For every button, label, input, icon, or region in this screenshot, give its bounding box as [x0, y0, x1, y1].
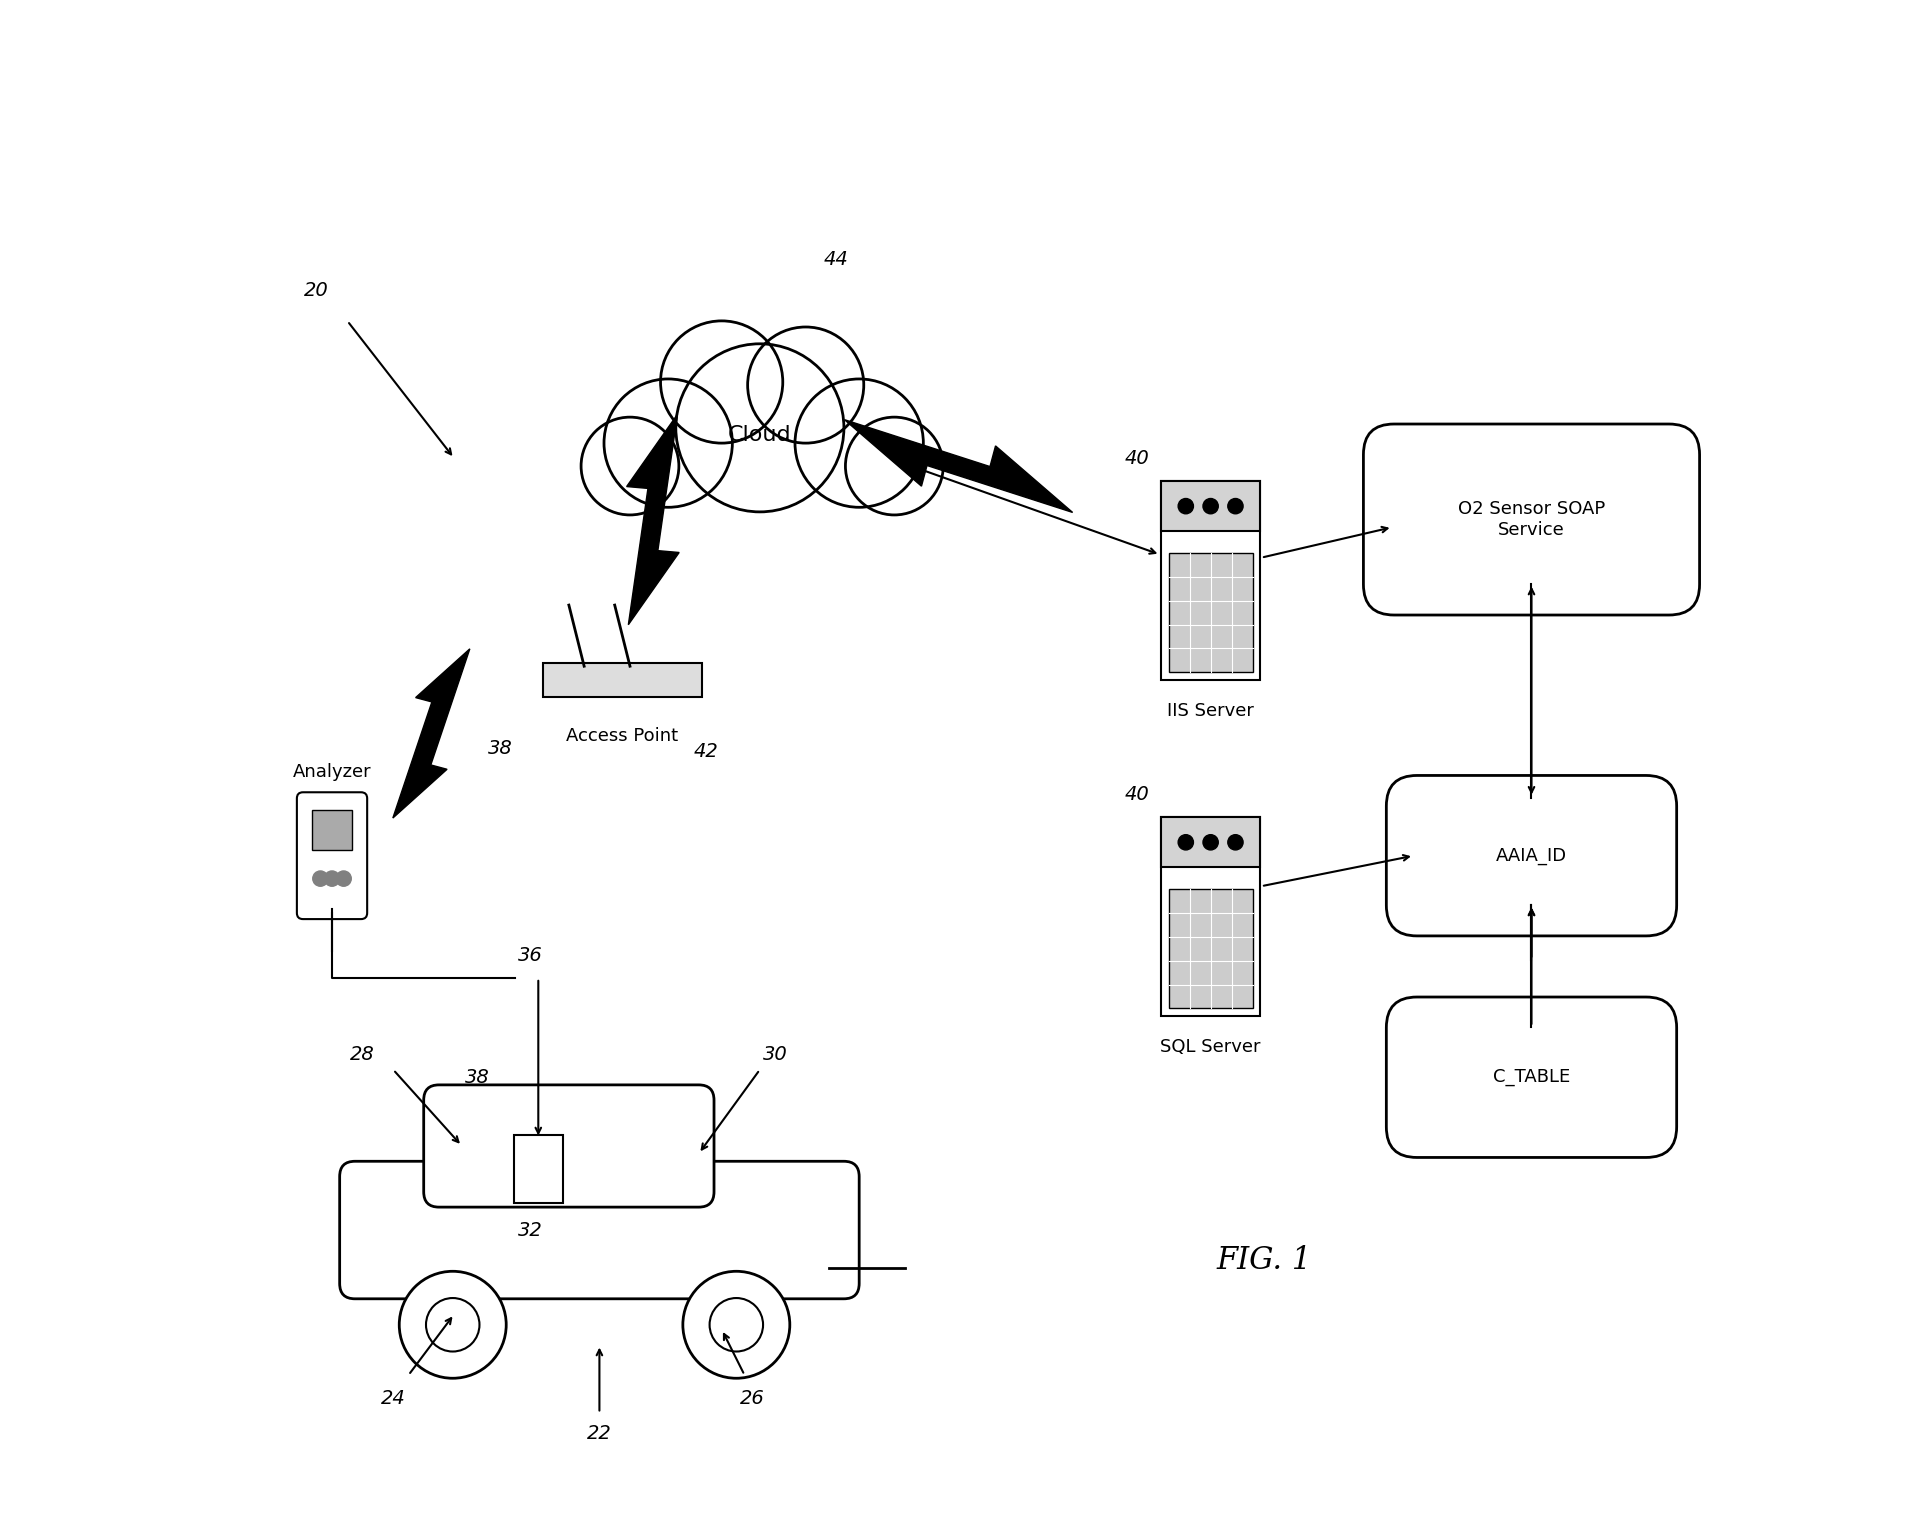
Text: 24: 24 — [381, 1389, 406, 1407]
Text: 28: 28 — [351, 1045, 376, 1063]
Text: 42: 42 — [694, 743, 719, 761]
FancyBboxPatch shape — [1162, 817, 1259, 1016]
Polygon shape — [843, 420, 1074, 512]
FancyBboxPatch shape — [339, 1161, 859, 1299]
Text: 36: 36 — [518, 946, 543, 964]
FancyBboxPatch shape — [1162, 481, 1259, 680]
FancyBboxPatch shape — [1169, 889, 1252, 1008]
Text: Cloud: Cloud — [728, 425, 792, 446]
Circle shape — [661, 321, 782, 443]
Circle shape — [604, 379, 732, 507]
Circle shape — [1204, 834, 1219, 850]
Text: 26: 26 — [740, 1389, 765, 1407]
FancyBboxPatch shape — [424, 1085, 713, 1207]
Circle shape — [426, 1299, 479, 1352]
Text: FIG. 1: FIG. 1 — [1217, 1245, 1311, 1276]
Circle shape — [748, 327, 865, 443]
Circle shape — [335, 871, 351, 886]
Circle shape — [324, 871, 339, 886]
Text: 40: 40 — [1125, 449, 1150, 468]
Circle shape — [845, 417, 943, 515]
FancyBboxPatch shape — [1386, 998, 1677, 1158]
Circle shape — [1179, 834, 1194, 850]
FancyBboxPatch shape — [514, 1135, 564, 1203]
Circle shape — [1227, 834, 1242, 850]
FancyBboxPatch shape — [1386, 776, 1677, 935]
Circle shape — [312, 871, 328, 886]
FancyBboxPatch shape — [1169, 553, 1252, 672]
Text: IIS Server: IIS Server — [1167, 701, 1254, 720]
FancyBboxPatch shape — [1162, 817, 1259, 868]
Circle shape — [1204, 498, 1219, 513]
Text: 32: 32 — [518, 1221, 543, 1239]
Text: 30: 30 — [763, 1045, 788, 1063]
Text: 38: 38 — [464, 1068, 489, 1086]
Text: Access Point: Access Point — [566, 727, 679, 746]
Text: 38: 38 — [487, 740, 512, 758]
Circle shape — [682, 1271, 790, 1378]
Circle shape — [1227, 498, 1242, 513]
Circle shape — [709, 1299, 763, 1352]
Text: AAIA_ID: AAIA_ID — [1495, 847, 1566, 865]
Text: Analyzer: Analyzer — [293, 762, 372, 781]
Circle shape — [677, 344, 843, 512]
FancyBboxPatch shape — [1363, 425, 1700, 616]
FancyBboxPatch shape — [312, 810, 353, 850]
Circle shape — [399, 1271, 506, 1378]
FancyBboxPatch shape — [1162, 481, 1259, 530]
Text: C_TABLE: C_TABLE — [1493, 1068, 1570, 1086]
Text: O2 Sensor SOAP
Service: O2 Sensor SOAP Service — [1457, 500, 1605, 539]
Text: 22: 22 — [587, 1424, 612, 1442]
Text: SQL Server: SQL Server — [1160, 1038, 1261, 1056]
Text: 44: 44 — [824, 251, 849, 269]
Text: 20: 20 — [305, 281, 330, 299]
Polygon shape — [393, 649, 470, 817]
Circle shape — [796, 379, 924, 507]
Text: 40: 40 — [1125, 785, 1150, 804]
Circle shape — [581, 417, 679, 515]
FancyBboxPatch shape — [297, 792, 368, 920]
FancyBboxPatch shape — [543, 663, 702, 697]
Polygon shape — [627, 414, 679, 625]
Circle shape — [1179, 498, 1194, 513]
